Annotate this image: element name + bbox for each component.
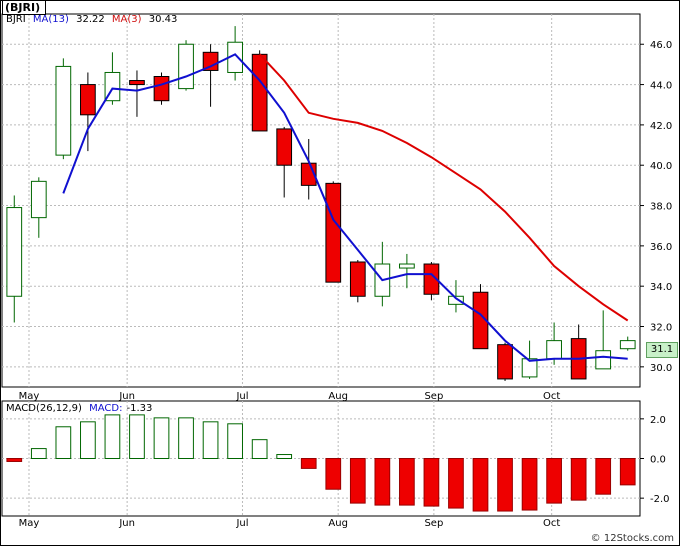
candle-body <box>6 207 23 297</box>
macd-bar <box>129 414 145 459</box>
ticker-title: (BJRI) <box>2 0 46 15</box>
macd-bar <box>570 458 587 501</box>
candle-body <box>202 51 219 71</box>
macd-bar <box>6 458 23 462</box>
macd-bar <box>202 421 219 460</box>
macd-legend: MACD(26,12,9) MACD: -1.33 <box>6 403 156 414</box>
price-y-tick-label: 46.0 <box>650 40 672 51</box>
candle-body <box>251 53 268 132</box>
candle-body <box>619 340 636 350</box>
legend-ma13-value: 32.22 <box>76 14 105 25</box>
macd-bar <box>521 458 538 511</box>
watermark: © 12Stocks.com <box>590 533 674 544</box>
candle-body <box>546 340 562 360</box>
macd-x-tick-label: Oct <box>543 518 560 529</box>
legend-ma3-label: MA(3) <box>111 14 142 25</box>
price-legend: BJRI MA(13) 32.22 MA(3) 30.43 <box>6 14 181 25</box>
candle-body <box>55 65 72 156</box>
price-panel-frame <box>1 13 641 388</box>
candle-body <box>129 80 145 86</box>
macd-bar <box>276 454 293 460</box>
macd-bar <box>497 458 513 512</box>
candle-body <box>153 76 170 102</box>
price-y-tick-label: 36.0 <box>650 242 672 253</box>
last-price-tag: 31.1 <box>646 342 678 358</box>
candle-body <box>399 263 415 269</box>
candle-body <box>497 344 513 380</box>
macd-bar <box>349 458 366 504</box>
ma13-line <box>258 53 629 322</box>
legend-ma13-label: MA(13) <box>32 14 69 25</box>
candle-body <box>276 128 293 166</box>
macd-bar <box>595 458 612 495</box>
price-x-tick-label: Sep <box>424 391 443 402</box>
candle-body <box>595 350 612 370</box>
candle-body <box>521 358 538 378</box>
macd-bar <box>300 458 317 469</box>
price-x-tick-label: Aug <box>328 391 348 402</box>
macd-x-tick-label: Jun <box>118 518 135 529</box>
macd-bar <box>55 426 72 459</box>
price-y-tick-label: 44.0 <box>650 81 672 92</box>
price-y-tick-label: 42.0 <box>650 121 672 132</box>
macd-bar <box>30 448 47 460</box>
price-y-tick-label: 32.0 <box>650 323 672 334</box>
macd-bar <box>546 458 562 504</box>
macd-bar <box>251 439 268 459</box>
macd-bar <box>472 458 489 512</box>
macd-bar <box>374 458 391 506</box>
legend-ticker: BJRI <box>6 14 26 25</box>
macd-bar <box>448 458 464 509</box>
price-y-tick-label: 30.0 <box>650 363 672 374</box>
macd-bar <box>153 417 170 460</box>
candle-body <box>349 261 366 297</box>
macd-panel-frame <box>1 400 641 517</box>
macd-bar <box>325 458 342 490</box>
candle-body <box>472 291 489 350</box>
macd-legend-value-label: MACD: <box>89 403 123 414</box>
macd-bar <box>399 458 415 506</box>
macd-x-tick-label: Jul <box>235 518 248 529</box>
price-y-tick-label: 38.0 <box>650 202 672 213</box>
macd-bar <box>104 414 121 459</box>
macd-x-tick-label: Aug <box>328 518 348 529</box>
price-x-tick-label: Jun <box>118 391 135 402</box>
price-x-tick-label: May <box>19 391 40 402</box>
ma3-line <box>62 53 628 362</box>
macd-bar <box>227 423 243 460</box>
macd-bar <box>619 458 636 486</box>
macd-x-tick-label: Sep <box>424 518 443 529</box>
price-y-tick-label: 34.0 <box>650 282 672 293</box>
candle-body <box>80 84 96 116</box>
macd-x-tick-label: May <box>19 518 40 529</box>
candle-body <box>448 295 464 305</box>
price-x-tick-label: Jul <box>235 391 248 402</box>
macd-legend-label: MACD(26,12,9) <box>6 403 82 414</box>
macd-legend-value: -1.33 <box>126 403 153 414</box>
price-x-tick-label: Oct <box>543 391 560 402</box>
macd-y-tick-label: -2.0 <box>650 494 670 505</box>
macd-bar <box>178 417 194 460</box>
price-y-tick-label: 40.0 <box>650 161 672 172</box>
candle-body <box>325 182 342 283</box>
macd-y-tick-label: 0.0 <box>650 455 666 466</box>
macd-bar <box>423 458 440 507</box>
candle-body <box>423 263 440 295</box>
candle-body <box>178 43 194 90</box>
macd-y-tick-label: 2.0 <box>650 415 666 426</box>
candle-body <box>30 180 47 219</box>
macd-bar <box>80 421 96 460</box>
legend-ma3-value: 30.43 <box>148 14 178 25</box>
